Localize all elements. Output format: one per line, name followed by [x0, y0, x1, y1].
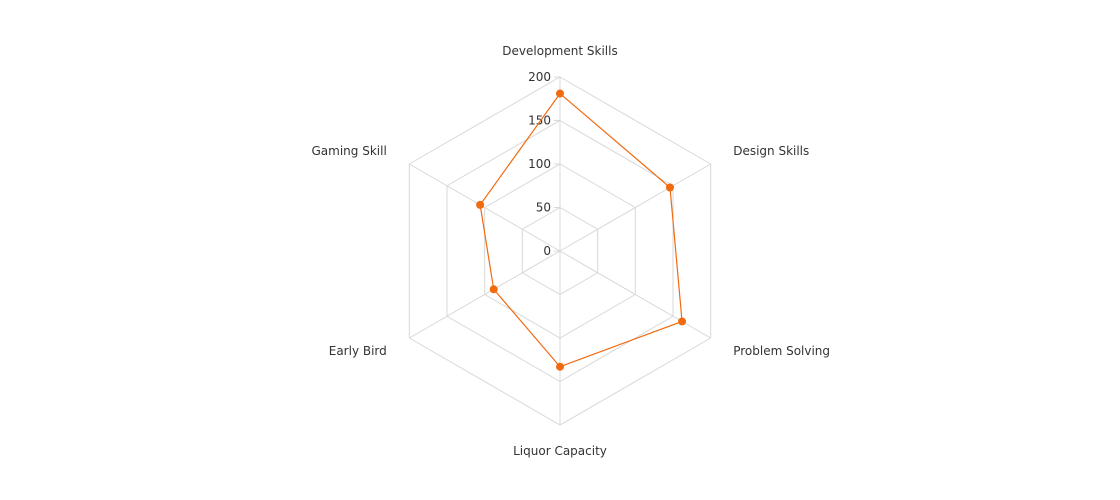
category-label-design-skills: Design Skills [733, 144, 809, 158]
data-point-liquor-capacity[interactable] [556, 362, 564, 371]
category-label-liquor-capacity: Liquor Capacity [513, 444, 607, 458]
data-point-gaming-skill[interactable] [476, 200, 485, 209]
axis-spoke-design-skills [559, 163, 711, 252]
tick-label-100: 100 [528, 157, 551, 171]
category-label-early-bird: Early Bird [329, 344, 387, 358]
axis-spoke-early-bird [409, 250, 561, 339]
tick-label-200: 200 [528, 70, 551, 84]
tick-label-0: 0 [543, 244, 551, 258]
tick-label-150: 150 [528, 114, 551, 128]
category-label-problem-solving: Problem Solving [733, 344, 830, 358]
category-label-gaming-skill: Gaming Skill [312, 144, 387, 158]
category-labels: Development Skills Design Skills Problem S… [312, 44, 831, 458]
tick-label-50: 50 [536, 201, 551, 215]
data-point-problem-solving[interactable] [678, 317, 687, 326]
axis-spoke-gaming-skill [409, 163, 561, 252]
radial-axis-ticks: 0 50 100 150 200 [528, 70, 560, 258]
data-point-design-skills[interactable] [666, 183, 674, 192]
data-point-development-skills[interactable] [556, 89, 564, 98]
data-point-early-bird[interactable] [489, 285, 498, 294]
series-layer [476, 89, 687, 371]
axis-spoke-problem-solving [559, 250, 711, 339]
category-label-development-skills: Development Skills [502, 44, 617, 58]
